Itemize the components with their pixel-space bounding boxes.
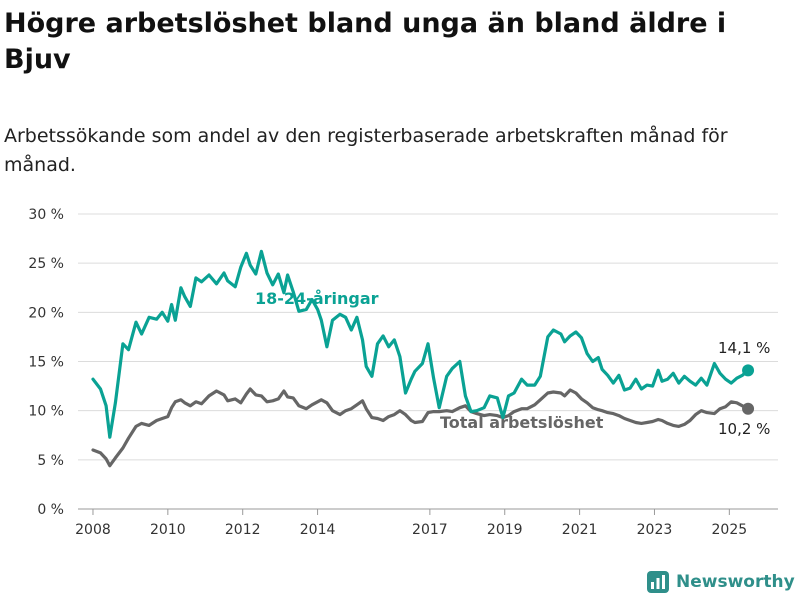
series-line-youth xyxy=(91,249,750,439)
x-tick-label: 2012 xyxy=(225,522,261,538)
series-line-total xyxy=(91,387,750,468)
gridlines xyxy=(78,213,778,510)
line-chart: 0 %5 %10 %15 %20 %25 %30 % 2008 2010 2012 2… xyxy=(28,207,778,538)
y-tick-label: 25 % xyxy=(28,256,64,272)
y-tick-label: 5 % xyxy=(37,453,64,469)
y-tick-label: 30 % xyxy=(28,207,64,223)
chart-subtitle: Arbetssökande som andel av den registerb… xyxy=(4,125,728,176)
chart-title: Högre arbetslöshet bland unga än bland ä… xyxy=(4,8,727,75)
y-tick-label: 0 % xyxy=(37,502,64,518)
x-tick-label: 2023 xyxy=(637,522,673,538)
series-label-total: Total arbetslöshet xyxy=(440,413,604,432)
x-tick-label: 2017 xyxy=(412,522,448,538)
y-axis-ticks: 0 % 5 % 10 % 15 % 20 % 25 % 30 % xyxy=(28,207,64,518)
newsworthy-icon xyxy=(647,571,669,593)
y-tick-label: 10 % xyxy=(28,404,64,420)
x-tick-label: 2025 xyxy=(712,522,748,538)
x-tick-label: 2021 xyxy=(562,522,598,538)
series-label-youth: 18-24-åringar xyxy=(255,289,379,308)
brand-logo: Newsworthy xyxy=(646,568,795,596)
x-tick-label: 2010 xyxy=(150,522,186,538)
brand-name: Newsworthy xyxy=(676,572,795,592)
x-tick-label: 2008 xyxy=(75,522,111,538)
y-tick-label: 15 % xyxy=(28,355,64,371)
x-tick-label: 2019 xyxy=(487,522,523,538)
x-axis-ticks: 2008 2010 2012 2014 2017 2019 2021 2023 2025 xyxy=(75,509,747,538)
x-tick-label: 2014 xyxy=(300,522,336,538)
end-value-total: 10,2 % xyxy=(718,420,770,438)
end-point-total xyxy=(742,402,755,415)
series-lines xyxy=(91,249,755,468)
end-value-youth: 14,1 % xyxy=(718,339,770,357)
y-tick-label: 20 % xyxy=(28,305,64,321)
end-point-youth xyxy=(742,364,755,377)
